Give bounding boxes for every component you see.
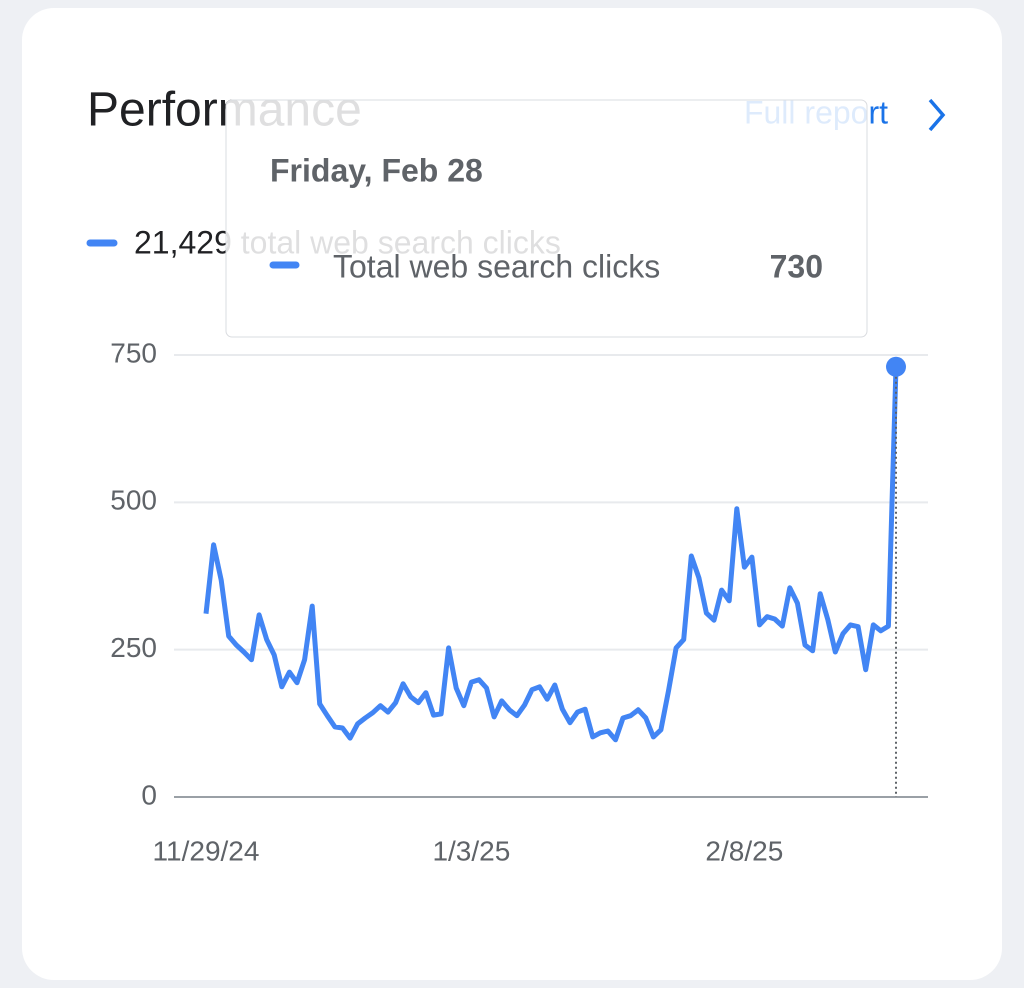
- tooltip-title: Friday, Feb 28: [270, 152, 483, 188]
- y-tick-label: 0: [141, 779, 157, 810]
- y-tick-label: 250: [110, 632, 157, 663]
- tooltip-box: [225, 99, 868, 338]
- x-tick-label: 2/8/25: [705, 835, 783, 866]
- chevron[interactable]: [928, 98, 946, 132]
- tooltip: Friday, Feb 28 Total web search clicks 7…: [225, 99, 868, 338]
- hover-point: [886, 356, 906, 377]
- y-tick-label: 500: [110, 485, 157, 516]
- x-tick-label: 1/3/25: [432, 835, 510, 866]
- series-line: [203, 366, 899, 743]
- tooltip-value: 730: [770, 248, 823, 284]
- plot: 0 250 500 750 11/29/24 1/3/25 2/8/25: [110, 337, 928, 866]
- tooltip-series: Total web search clicks: [333, 248, 660, 284]
- y-tick-label: 750: [110, 337, 157, 368]
- x-tick-label: 11/29/24: [153, 835, 260, 866]
